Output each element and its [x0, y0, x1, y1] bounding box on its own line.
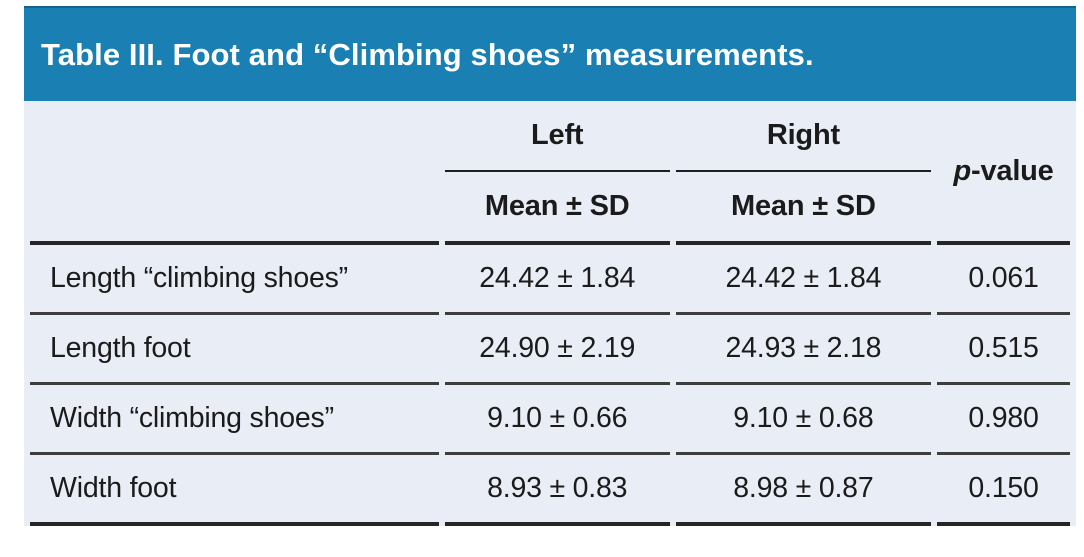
right-mean-sd-value: 8.98 ± 0.87 — [675, 455, 932, 526]
spanner-header-row: Left Right p-value — [30, 101, 1070, 245]
measurement-table-card: Table III. Foot and “Climbing shoes” mea… — [24, 6, 1076, 526]
p-value: 0.150 — [937, 455, 1070, 526]
subheader-row: Mean ± SD Mean ± SD — [30, 172, 1070, 245]
right-mean-sd-value: 24.42 ± 1.84 — [675, 245, 932, 315]
right-mean-sd-value: 24.93 ± 2.18 — [675, 315, 932, 385]
corner-header-cell — [30, 101, 439, 245]
table-body: Length “climbing shoes” 24.42 ± 1.84 24.… — [30, 245, 1070, 526]
column-header-pvalue: p-value — [937, 101, 1070, 245]
table-row: Length “climbing shoes” 24.42 ± 1.84 24.… — [30, 245, 1070, 315]
left-mean-sd-value: 24.42 ± 1.84 — [444, 245, 670, 315]
row-label: Length “climbing shoes” — [30, 245, 439, 315]
table-row: Width “climbing shoes” 9.10 ± 0.66 9.10 … — [30, 385, 1070, 455]
p-value: 0.515 — [937, 315, 1070, 385]
row-label: Width foot — [30, 455, 439, 526]
subheader-left-mean-sd: Mean ± SD — [444, 172, 670, 245]
table-title-band: Table III. Foot and “Climbing shoes” mea… — [24, 6, 1076, 101]
table-title: Table III. Foot and “Climbing shoes” mea… — [41, 36, 814, 72]
column-header-left: Left — [444, 101, 670, 172]
left-mean-sd-value: 8.93 ± 0.83 — [444, 455, 670, 526]
table-header: Left Right p-value Mean ± SD Mean ± SD — [30, 101, 1070, 245]
subheader-right-mean-sd: Mean ± SD — [675, 172, 932, 245]
table-row: Width foot 8.93 ± 0.83 8.98 ± 0.87 0.150 — [30, 455, 1070, 526]
p-value: 0.061 — [937, 245, 1070, 315]
row-label: Length foot — [30, 315, 439, 385]
row-label: Width “climbing shoes” — [30, 385, 439, 455]
left-mean-sd-value: 9.10 ± 0.66 — [444, 385, 670, 455]
column-header-right: Right — [675, 101, 932, 172]
pvalue-italic-p: p — [953, 154, 971, 187]
measurements-table: Left Right p-value Mean ± SD Mean ± SD L… — [24, 101, 1076, 526]
left-mean-sd-value: 24.90 ± 2.19 — [444, 315, 670, 385]
right-mean-sd-value: 9.10 ± 0.68 — [675, 385, 932, 455]
p-value: 0.980 — [937, 385, 1070, 455]
pvalue-rest: -value — [971, 154, 1054, 187]
table-row: Length foot 24.90 ± 2.19 24.93 ± 2.18 0.… — [30, 315, 1070, 385]
